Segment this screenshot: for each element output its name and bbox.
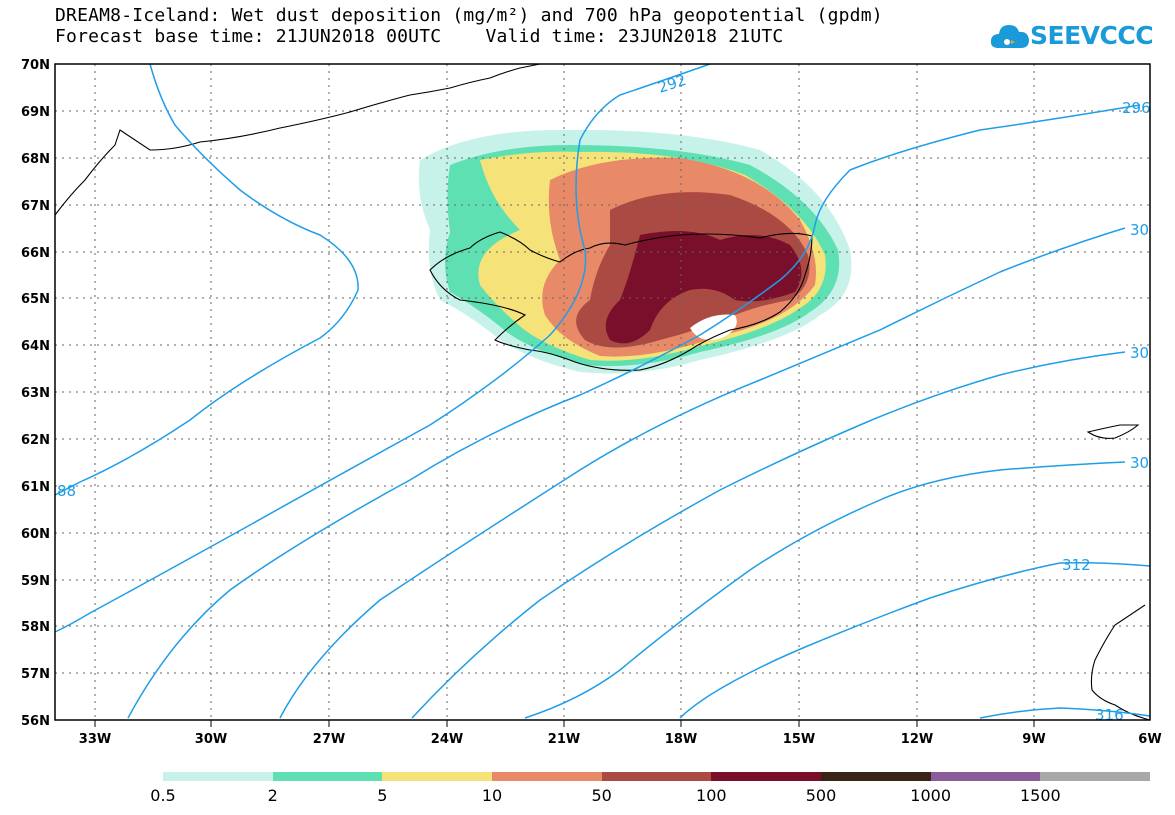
lat-label: 66N: [21, 246, 50, 261]
dust-level-100: [605, 231, 802, 344]
lat-label: 56N: [21, 714, 50, 729]
lat-label: 67N: [21, 199, 50, 214]
contour-label: 88: [57, 482, 76, 500]
legend-label: 0.5: [150, 786, 176, 805]
dust-deposition-field: [418, 129, 852, 374]
legend-label: 1500: [1019, 786, 1061, 805]
legend-swatch: [492, 772, 602, 781]
latitude-labels: 70N 69N 68N 67N 66N 65N 64N 63N 62N 61N …: [21, 58, 50, 729]
legend-swatch: [601, 772, 712, 781]
legend-label: 5: [377, 786, 388, 805]
faroe-coast: [1086, 424, 1140, 439]
contour-label: 296: [1122, 99, 1151, 117]
lat-label: 62N: [21, 433, 50, 448]
lon-label: 33W: [79, 732, 111, 747]
legend-swatch: [163, 772, 273, 781]
lon-label: 9W: [1022, 732, 1045, 747]
lon-label: 18W: [665, 732, 697, 747]
longitude-labels: 33W 30W 27W 24W 21W 18W 15W 12W 9W 6W: [79, 732, 1162, 747]
legend-swatch: [821, 772, 931, 781]
lon-label: 21W: [548, 732, 580, 747]
contour-label: 312: [1062, 556, 1091, 574]
contour-label: 30: [1130, 454, 1149, 472]
lat-label: 57N: [21, 667, 50, 682]
lat-label: 61N: [21, 480, 50, 495]
legend-label: 50: [591, 786, 612, 805]
map-subtitle: Forecast base time: 21JUN2018 00UTC Vali…: [55, 26, 784, 47]
legend-label: 2: [267, 786, 278, 805]
legend-swatch: [711, 772, 822, 781]
coastlines: [54, 63, 1151, 721]
lat-label: 64N: [21, 339, 50, 354]
iceland-coast: [429, 231, 813, 371]
map-frame: [54, 63, 1151, 721]
lon-label: 24W: [431, 732, 463, 747]
legend-label: 100: [696, 786, 727, 805]
contour-label: 316: [1095, 706, 1124, 724]
lon-label: 12W: [901, 732, 933, 747]
color-legend: [163, 772, 1151, 781]
lat-label: 70N: [21, 58, 50, 73]
graticule: [55, 64, 1150, 720]
frame-ticks: [94, 720, 1035, 727]
logo-text: SEEVCCC: [1030, 21, 1154, 50]
lat-label: 65N: [21, 292, 50, 307]
cloud-icon: [990, 25, 1029, 48]
lon-label: 6W: [1138, 732, 1161, 747]
lat-label: 60N: [21, 527, 50, 542]
lat-label: 58N: [21, 620, 50, 635]
greenland-coast: [54, 63, 541, 216]
lat-label: 68N: [21, 152, 50, 167]
legend-label: 1000: [910, 786, 952, 805]
geopotential-contours: [54, 63, 1151, 719]
contour-label: 30: [1130, 221, 1149, 239]
scotland-coast: [1090, 604, 1151, 721]
legend-swatch: [1040, 772, 1151, 781]
lat-label: 63N: [21, 386, 50, 401]
lat-label: 69N: [21, 105, 50, 120]
contour-label: 292: [656, 71, 689, 97]
lon-label: 27W: [313, 732, 345, 747]
legend-label: 10: [481, 786, 503, 805]
legend-swatch: [272, 772, 383, 781]
map-title: DREAM8-Iceland: Wet dust deposition (mg/…: [55, 5, 883, 26]
lon-label: 30W: [195, 732, 227, 747]
lon-label: 15W: [783, 732, 815, 747]
lat-label: 59N: [21, 574, 50, 589]
seevccc-logo: SEEVCCC: [990, 18, 1154, 58]
contour-label: 30: [1130, 344, 1149, 362]
legend-label: 500: [805, 786, 837, 805]
legend-swatch: [930, 772, 1041, 781]
contour-labels: 292 296 30 30 30 312 316 88: [57, 71, 1151, 724]
legend-swatch: [382, 772, 493, 781]
